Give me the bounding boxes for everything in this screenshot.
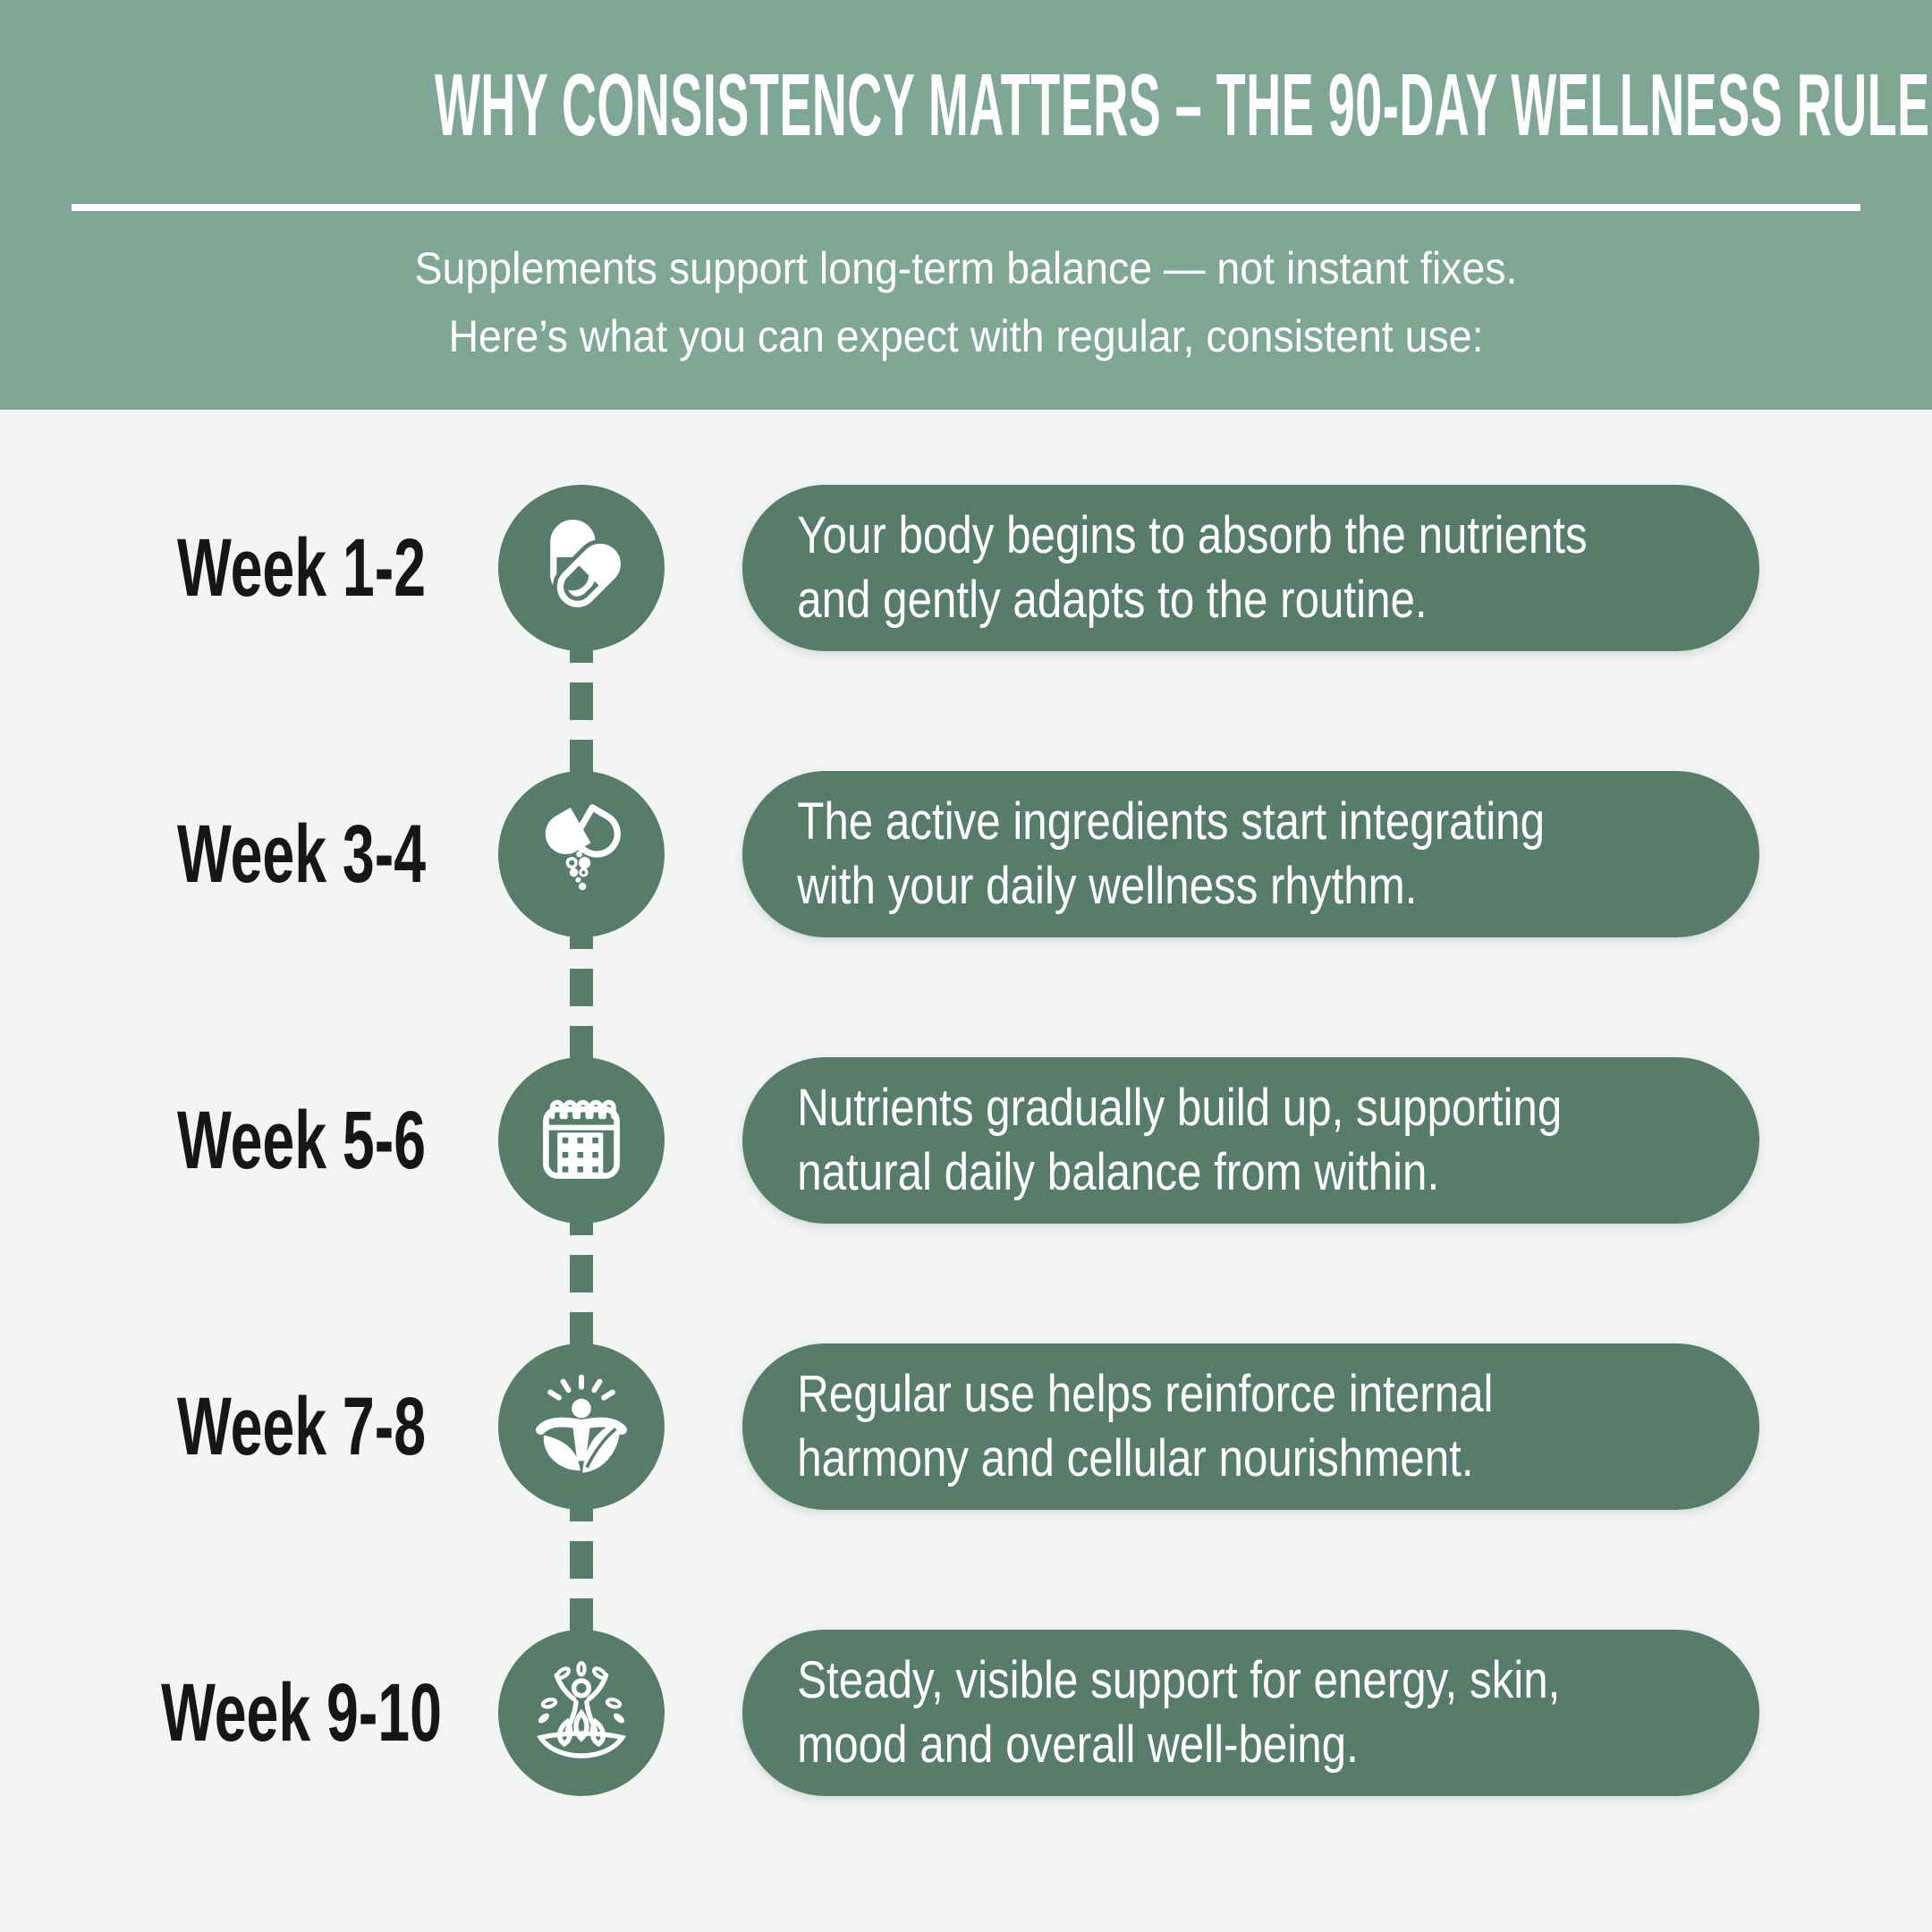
description-line: Nutrients gradually build up, supporting [797, 1079, 1563, 1137]
description-line: Your body begins to absorb the nutrients [797, 506, 1588, 564]
description-bubble: Nutrients gradually build up, supporting… [742, 1057, 1759, 1224]
description-text: The active ingredients start integrating… [742, 790, 1545, 919]
description-text: Regular use helps reinforce internal har… [742, 1362, 1493, 1491]
capsule-open-icon [528, 801, 635, 908]
timeline-row: Week 9-10 Steady, visible support for en… [0, 1570, 1932, 1856]
week-label: Week 1-2 [176, 522, 427, 614]
week-label: Week 9-10 [161, 1667, 442, 1758]
timeline-row: Week 3-4 The active ingredients start in… [0, 711, 1932, 997]
description-text: Steady, visible support for energy, skin… [742, 1648, 1560, 1777]
week-label: Week 5-6 [176, 1095, 427, 1186]
timeline-row: Week 5-6 Nutrients gradually build up, s… [0, 997, 1932, 1284]
week-label: Week 7-8 [176, 1381, 427, 1472]
description-bubble: The active ingredients start integrating… [742, 771, 1759, 937]
icon-circle [498, 771, 665, 937]
subtitle: Supplements support long-term balance — … [68, 234, 1865, 370]
description-line: The active ingredients start integrating [797, 792, 1546, 851]
description-line: Steady, visible support for energy, skin… [797, 1651, 1561, 1709]
icon-circle [498, 485, 665, 651]
description-line: with your daily wellness rhythm. [797, 857, 1418, 915]
week-label: Week 3-4 [176, 809, 427, 900]
title-divider [72, 204, 1860, 211]
page-title: WHY CONSISTENCY MATTERS – THE 90-DAY WEL… [435, 55, 1930, 154]
timeline-row: Week 1-2 Your body begins to absorb the … [0, 425, 1932, 711]
lotus-person-icon [528, 1659, 635, 1767]
description-line: Regular use helps reinforce internal [797, 1365, 1494, 1423]
icon-circle [498, 1630, 665, 1796]
header-band: WHY CONSISTENCY MATTERS – THE 90-DAY WEL… [0, 0, 1932, 410]
timeline-row: Week 7-8 Regular use helps reinforce int… [0, 1284, 1932, 1570]
description-text: Nutrients gradually build up, supporting… [742, 1076, 1562, 1205]
person-sun-leaves-icon [528, 1373, 635, 1480]
icon-circle [498, 1343, 665, 1510]
description-bubble: Regular use helps reinforce internal har… [742, 1343, 1759, 1510]
calendar-icon [528, 1087, 635, 1194]
description-line: harmony and cellular nourishment. [797, 1429, 1474, 1487]
description-line: mood and overall well-being. [797, 1716, 1359, 1774]
description-bubble: Your body begins to absorb the nutrients… [742, 485, 1759, 651]
subtitle-line: Here’s what you can expect with regular,… [448, 311, 1484, 361]
description-line: natural daily balance from within. [797, 1143, 1440, 1201]
subtitle-line: Supplements support long-term balance — … [414, 243, 1518, 293]
description-text: Your body begins to absorb the nutrients… [742, 504, 1588, 632]
description-bubble: Steady, visible support for energy, skin… [742, 1630, 1759, 1796]
icon-circle [498, 1057, 665, 1224]
pills-icon [528, 514, 635, 622]
description-line: and gently adapts to the routine. [797, 571, 1428, 629]
